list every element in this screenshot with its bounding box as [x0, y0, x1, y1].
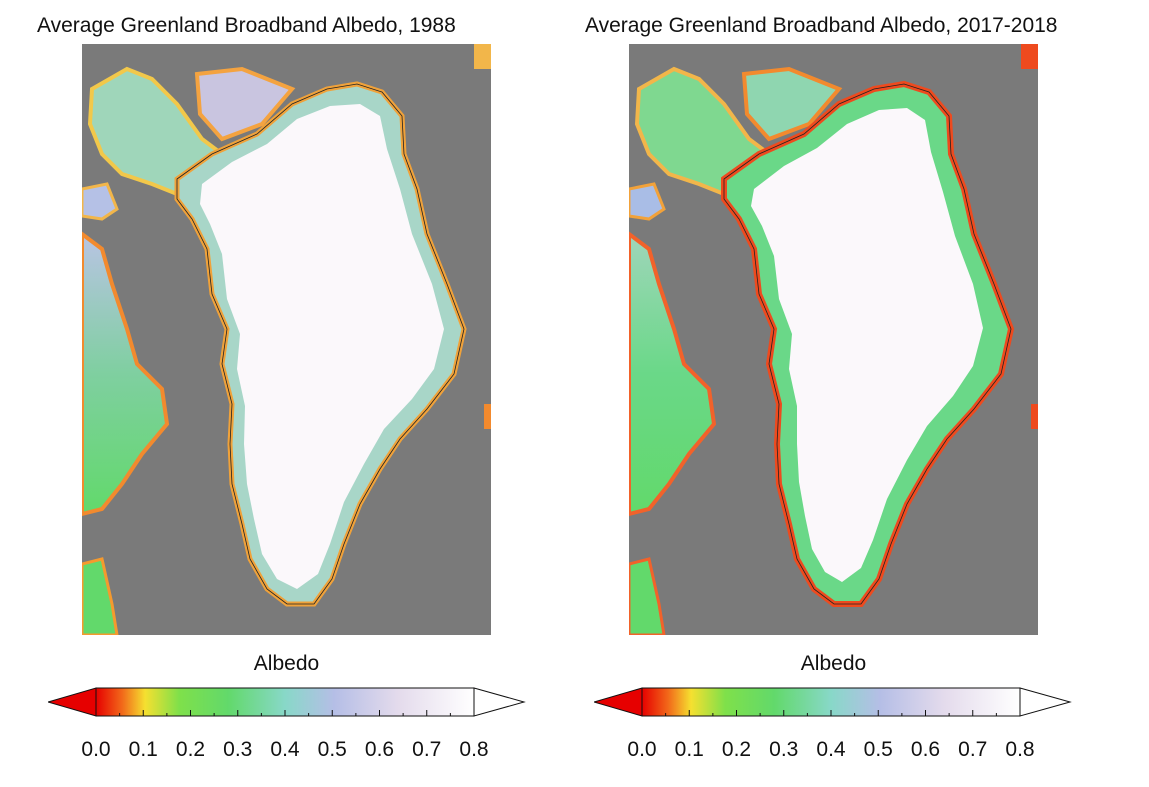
corner-land-speck	[474, 44, 491, 69]
tick-label: 0.4	[816, 738, 846, 761]
colorbar-left-max-extend	[473, 687, 526, 717]
baffin-island	[629, 231, 717, 517]
tick-label: 0.1	[128, 738, 158, 761]
northern-coast-land	[194, 66, 296, 142]
coastline	[723, 83, 1012, 605]
tick-label: 0.3	[223, 738, 253, 761]
tick-label: 0.5	[863, 738, 893, 761]
tick-label: 0.5	[317, 738, 347, 761]
panel-left-title: Average Greenland Broadband Albedo, 1988	[37, 14, 456, 37]
tick-label: 0.3	[769, 738, 799, 761]
greenland-ice-sheet	[751, 108, 983, 582]
tick-label: 0.8	[1005, 738, 1035, 761]
map-right	[629, 44, 1038, 635]
small-island	[629, 182, 666, 221]
labrador	[82, 557, 119, 635]
coastline	[176, 83, 465, 605]
small-island	[82, 182, 119, 221]
northern-coast-land	[741, 66, 843, 142]
tick-label: 0.7	[958, 738, 988, 761]
colorbar-right-title: Albedo	[800, 652, 867, 675]
corner-land-speck	[1021, 44, 1038, 69]
labrador	[629, 557, 666, 635]
colorbar-left	[48, 687, 526, 717]
tick-label: 0.7	[412, 738, 442, 761]
tick-label: 0.6	[910, 738, 941, 761]
colorbar-left-min-extend	[48, 687, 97, 717]
map-right-svg	[629, 44, 1038, 635]
tick-label: 0.2	[175, 738, 206, 761]
map-left-svg	[82, 44, 491, 635]
colorbar-right	[594, 687, 1072, 717]
edge-land-speck	[484, 404, 491, 429]
baffin-island	[82, 231, 170, 517]
map-left	[82, 44, 491, 635]
tick-label: 0.0	[81, 738, 111, 761]
panel-right-title: Average Greenland Broadband Albedo, 2017…	[585, 14, 1058, 37]
tick-label: 0.4	[270, 738, 300, 761]
colorbar-right-max-extend	[1019, 687, 1072, 717]
tick-label: 0.0	[627, 738, 657, 761]
tick-label: 0.2	[721, 738, 752, 761]
greenland-ice-sheet	[200, 104, 444, 589]
edge-land-speck	[1031, 404, 1038, 429]
colorbar-right-tick-labels: 0.0 0.1 0.2 0.3 0.4 0.5 0.6 0.7 0.8	[627, 738, 1034, 764]
tick-label: 0.6	[364, 738, 395, 761]
colorbar-left-title: Albedo	[253, 652, 320, 675]
tick-label: 0.8	[459, 738, 489, 761]
colorbar-left-tick-labels: 0.0 0.1 0.2 0.3 0.4 0.5 0.6 0.7 0.8	[81, 738, 488, 764]
colorbar-right-min-extend	[594, 687, 643, 717]
tick-label: 0.1	[674, 738, 704, 761]
